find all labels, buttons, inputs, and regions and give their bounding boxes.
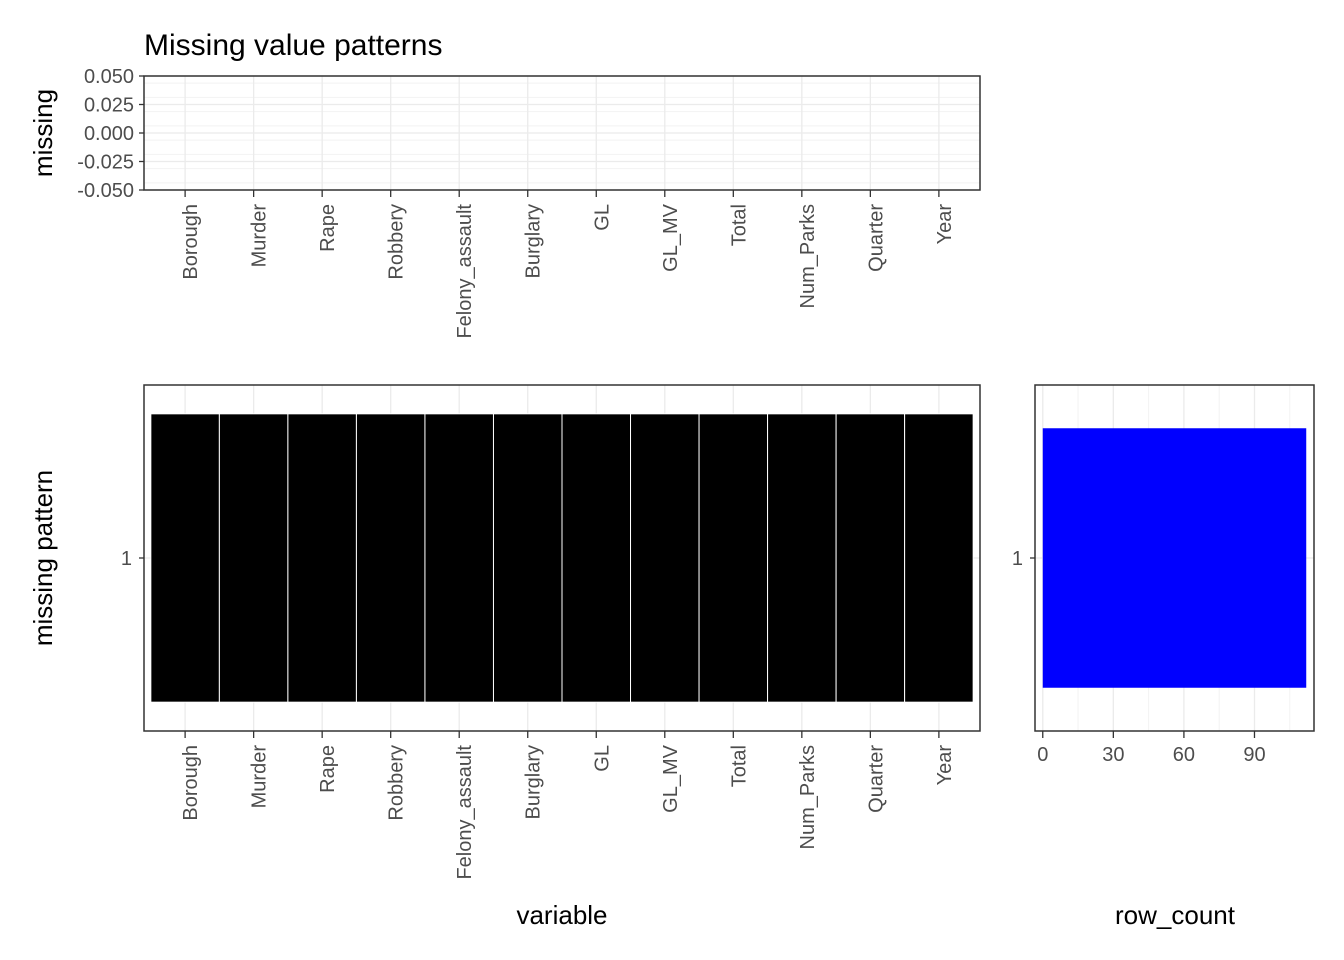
- top-y-tick-label: -0.025: [77, 152, 134, 174]
- top-y-tick-label: 0.000: [84, 123, 134, 145]
- pattern-tile: [561, 413, 632, 703]
- top-x-tick-label: Num_Parks: [797, 204, 819, 308]
- pattern-tile: [904, 413, 974, 703]
- top-x-tick-label: Robbery: [386, 204, 408, 280]
- top-x-axis: Borough Murder Rape Robbery Felony_assault Bu…: [180, 190, 956, 339]
- right-x-axis: 0 30 60 90: [1037, 731, 1266, 766]
- top-y-tick-label: -0.050: [77, 180, 134, 202]
- main-x-tick-label: Quarter: [865, 745, 887, 813]
- right-y-tick-label: 1: [1012, 548, 1023, 570]
- pattern-tile: [698, 413, 769, 703]
- main-x-tick-label: Rape: [317, 745, 339, 793]
- chart-title: Missing value patterns: [144, 29, 442, 62]
- right-panel: 1 0 30 60 90 row_count: [1012, 384, 1315, 930]
- right-bars: [1042, 428, 1307, 688]
- main-x-tick-label: GL_MV: [660, 744, 682, 812]
- main-y-axis: 1: [121, 548, 144, 570]
- top-x-tick-label: Felony_assault: [454, 204, 476, 339]
- right-x-tick-label: 90: [1243, 744, 1265, 766]
- pattern-tile: [767, 413, 837, 703]
- pattern-tile: [424, 413, 494, 703]
- right-x-axis-title: row_count: [1115, 900, 1236, 930]
- right-x-tick-label: 60: [1173, 744, 1195, 766]
- main-x-tick-label: Total: [728, 745, 750, 787]
- top-x-tick-label: GL: [591, 204, 613, 231]
- main-panel: 1 Borough Murder Rape Robbery Felony_assault…: [28, 384, 981, 930]
- top-x-tick-label: Year: [934, 204, 956, 245]
- main-x-tick-label: Year: [934, 745, 956, 786]
- main-x-tick-label: Robbery: [386, 745, 408, 821]
- pattern-tile: [835, 413, 906, 703]
- right-y-axis: 1: [1012, 548, 1035, 570]
- top-y-axis: 0.050 0.025 0.000 -0.025 -0.050: [77, 66, 144, 202]
- top-x-tick-label: Borough: [180, 204, 202, 280]
- right-x-tick-label: 30: [1102, 744, 1124, 766]
- pattern-tile: [355, 413, 426, 703]
- main-x-tick-label: Borough: [180, 745, 202, 821]
- pattern-tile: [218, 413, 289, 703]
- main-x-tick-label: Felony_assault: [454, 745, 476, 880]
- top-x-tick-label: Quarter: [865, 204, 887, 272]
- right-x-tick-label: 0: [1037, 744, 1048, 766]
- pattern-tile: [492, 413, 563, 703]
- main-x-axis-title: variable: [516, 900, 607, 930]
- pattern-tile: [150, 413, 220, 703]
- top-x-tick-label: Total: [728, 204, 750, 246]
- main-x-tick-label: Num_Parks: [797, 745, 819, 849]
- main-x-tick-label: Burglary: [523, 745, 545, 819]
- top-panel: 0.050 0.025 0.000 -0.025 -0.050 Borough Murde…: [28, 66, 981, 339]
- main-y-axis-title: missing pattern: [28, 470, 58, 646]
- top-y-axis-title: missing: [28, 89, 58, 177]
- main-y-tick-label: 1: [121, 548, 132, 570]
- main-x-tick-label: GL: [591, 745, 613, 772]
- top-x-tick-label: GL_MV: [660, 203, 682, 271]
- main-x-tick-label: Murder: [249, 745, 271, 809]
- main-tiles: [150, 413, 974, 703]
- top-y-tick-label: 0.025: [84, 95, 134, 117]
- top-x-tick-label: Murder: [249, 204, 271, 268]
- row-count-bar: [1042, 428, 1307, 688]
- top-y-tick-label: 0.050: [84, 66, 134, 88]
- pattern-tile: [287, 413, 357, 703]
- top-x-tick-label: Rape: [317, 204, 339, 252]
- top-x-tick-label: Burglary: [523, 204, 545, 278]
- pattern-tile: [630, 413, 700, 703]
- main-x-axis: Borough Murder Rape Robbery Felony_assault Bu…: [180, 731, 956, 880]
